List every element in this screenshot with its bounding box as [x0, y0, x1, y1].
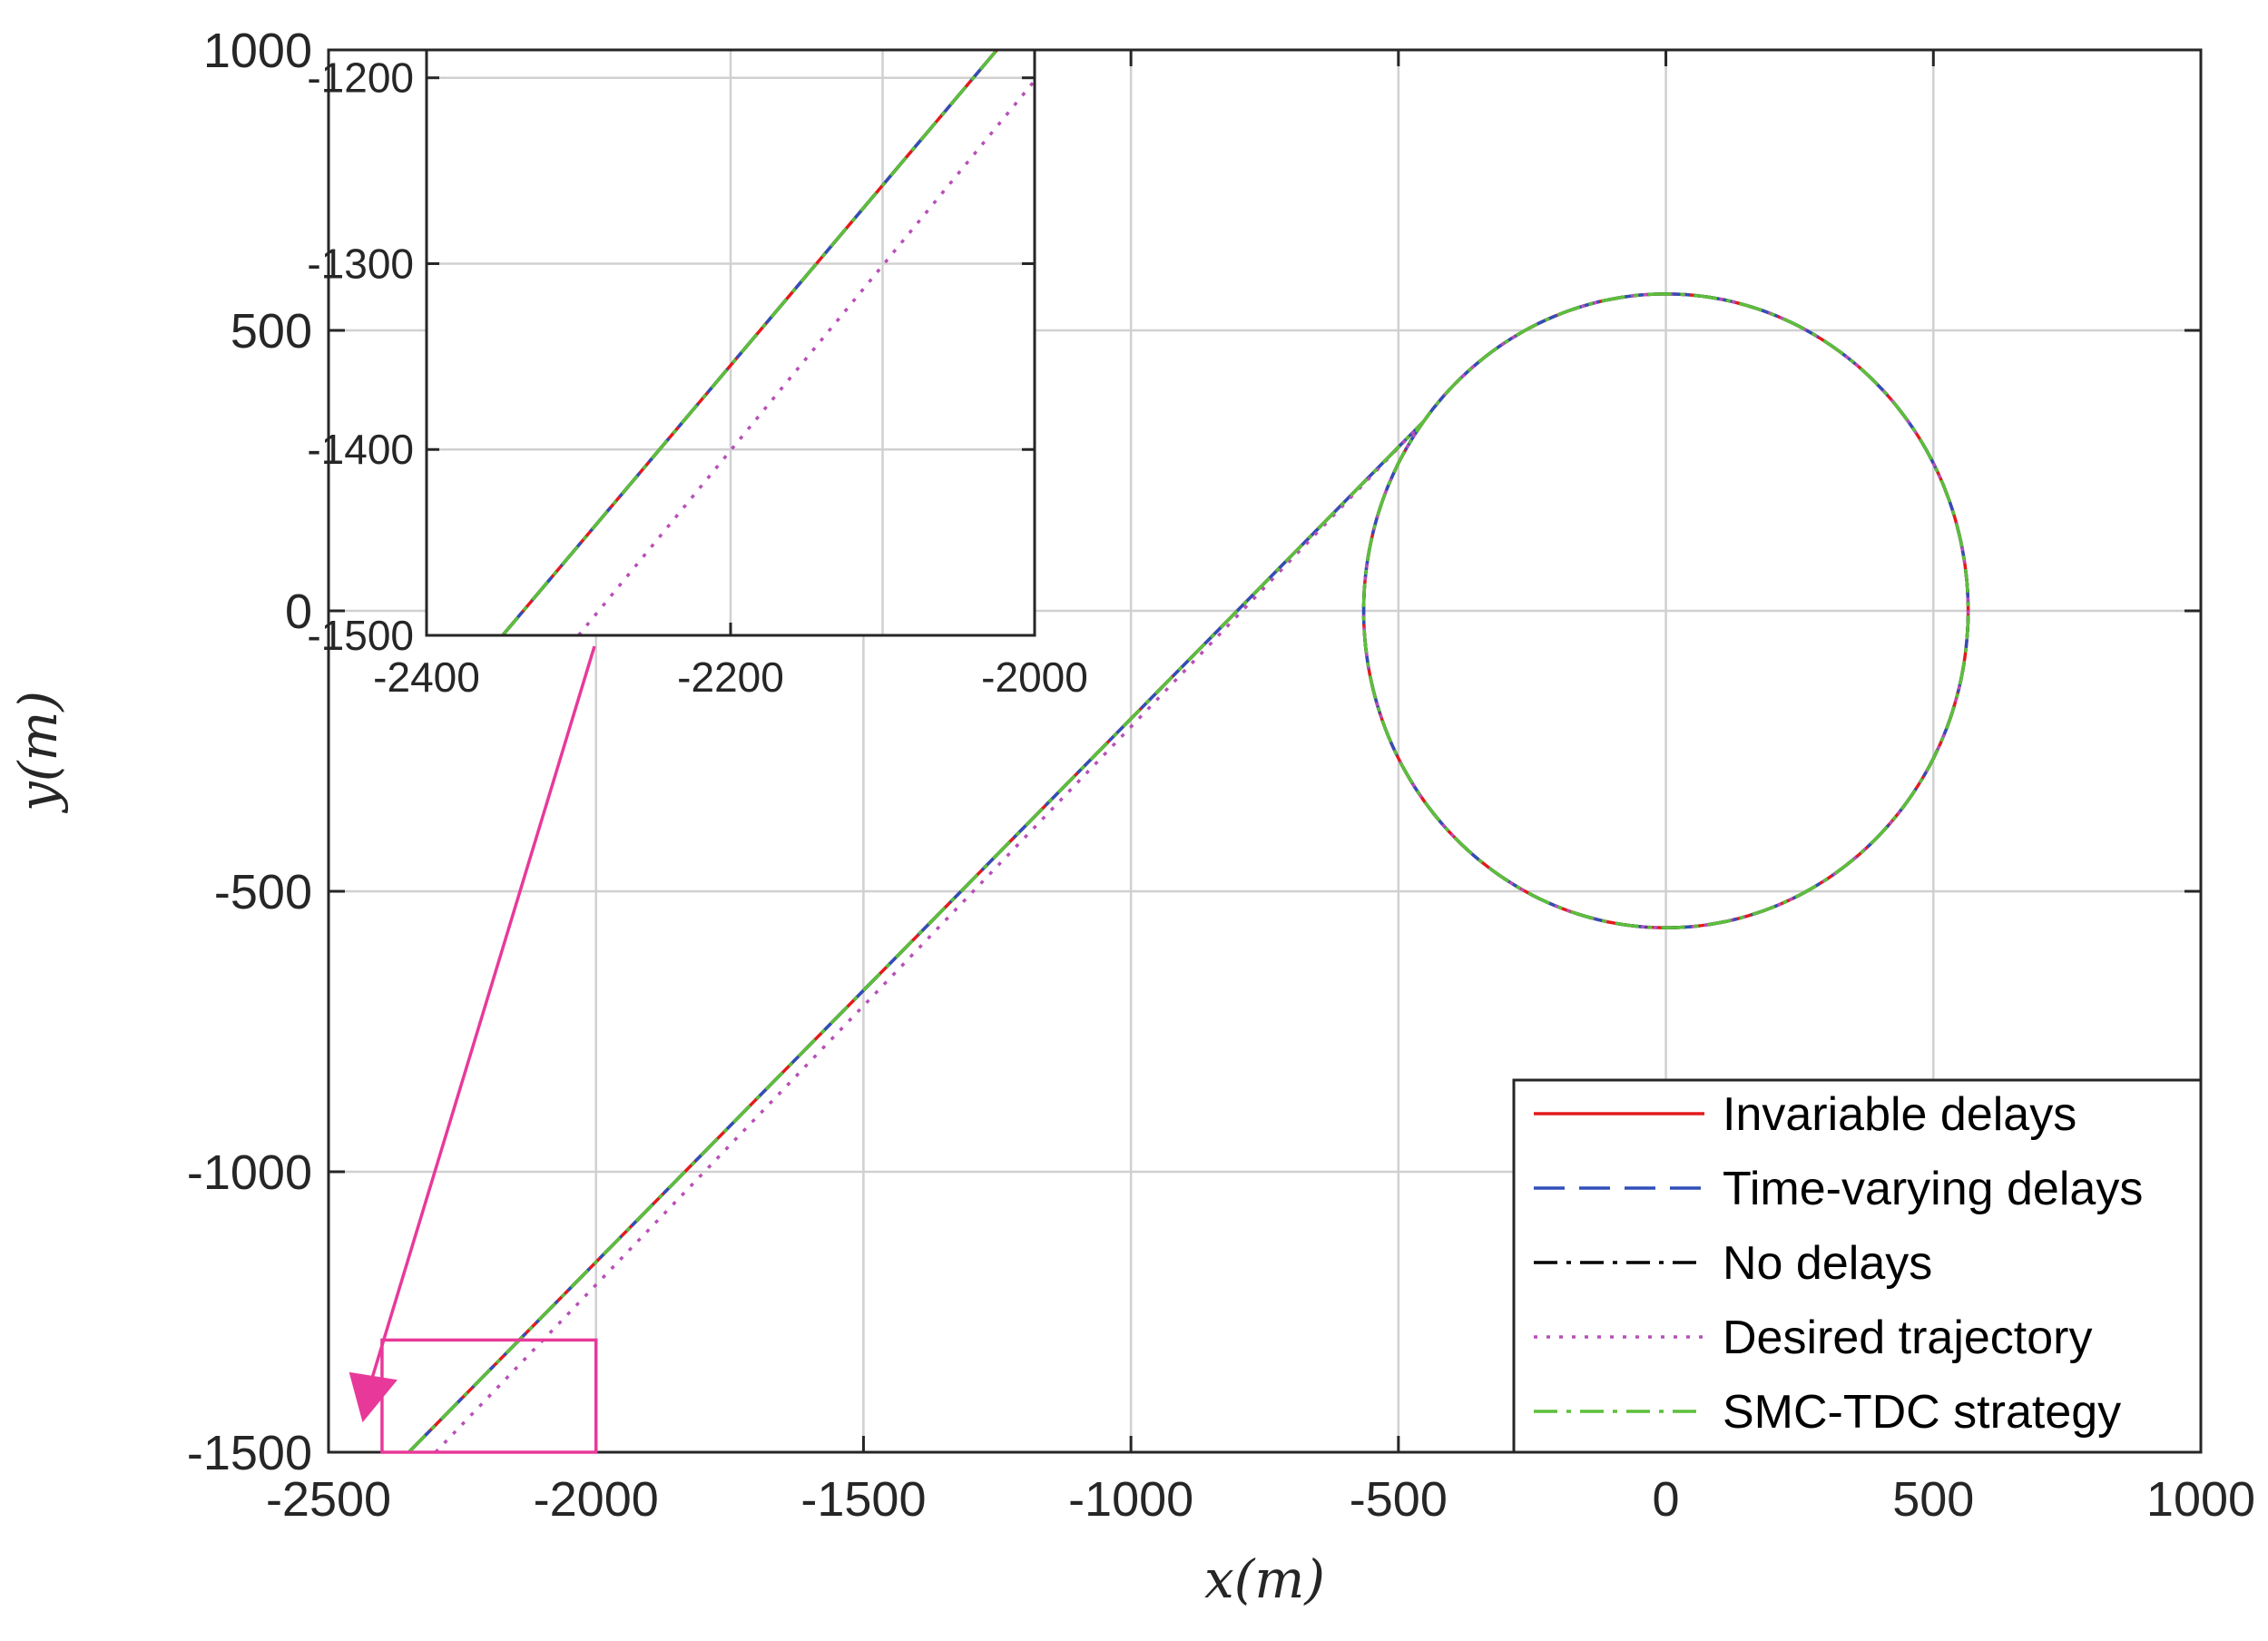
y-tick-label: 0	[285, 585, 312, 639]
legend: Invariable delays Time-varying delays No d…	[1512, 1078, 2203, 1454]
x-tick-label: -500	[1350, 1472, 1448, 1527]
main-ticks: -2500 -2000 -1500 -1000 -500 0 500 1000 -1500 -10…	[187, 24, 2255, 1527]
legend-label: Invariable delays	[1723, 1088, 2077, 1141]
y-axis-label: y(m)	[7, 691, 69, 814]
legend-label: Desired trajectory	[1723, 1312, 2092, 1364]
zoom-indicator	[349, 645, 598, 1454]
y-tick-label: -1500	[187, 1426, 312, 1480]
x-tick-label: 0	[1653, 1472, 1680, 1527]
main-series	[407, 292, 1970, 1454]
series-line-4	[407, 292, 1970, 1454]
main-plot-frame	[327, 48, 2203, 1454]
x-tick-label: -2500	[266, 1472, 391, 1527]
zoom-arrow-head	[349, 1371, 398, 1423]
x-tick-label: -1000	[1068, 1472, 1193, 1527]
x-tick-label: 500	[1892, 1472, 1974, 1527]
inset-x-tick-label: -2200	[677, 653, 784, 701]
inset-y-tick-label: -1200	[307, 54, 414, 102]
legend-item-1: Time-varying delays	[1534, 1163, 2143, 1215]
y-tick-label: -1000	[187, 1145, 312, 1200]
legend-item-3: Desired trajectory	[1534, 1312, 2092, 1364]
y-tick-label: 500	[231, 304, 312, 359]
legend-item-2: No delays	[1534, 1237, 1932, 1290]
inset-x-tick-label: -2400	[373, 653, 480, 701]
inset-y-tick-label: -1300	[307, 240, 414, 287]
legend-box	[1512, 1078, 2203, 1454]
y-tick-label: -500	[214, 865, 312, 919]
inset-plot: -2400 -2200 -2000 -1500 -1400 -1300 -1200	[307, 48, 1088, 701]
y-tick-label: 1000	[203, 24, 312, 78]
inset-y-tick-label: -1400	[307, 426, 414, 473]
legend-label: Time-varying delays	[1723, 1163, 2143, 1215]
axis-labels: x(m) y(m)	[7, 691, 1325, 1610]
x-tick-label: 1000	[2146, 1472, 2255, 1527]
legend-item-4: SMC-TDC strategy	[1534, 1386, 2121, 1439]
x-tick-label: -2000	[534, 1472, 659, 1527]
inset-y-tick-label: -1500	[307, 612, 414, 659]
legend-label: No delays	[1723, 1237, 1932, 1290]
x-axis-label: x(m)	[1204, 1548, 1325, 1610]
legend-label: SMC-TDC strategy	[1723, 1386, 2121, 1439]
zoom-arrow-line	[368, 645, 596, 1385]
legend-item-0: Invariable delays	[1534, 1088, 2077, 1141]
x-tick-label: -1500	[800, 1472, 926, 1527]
inset-x-tick-label: -2000	[981, 653, 1088, 701]
